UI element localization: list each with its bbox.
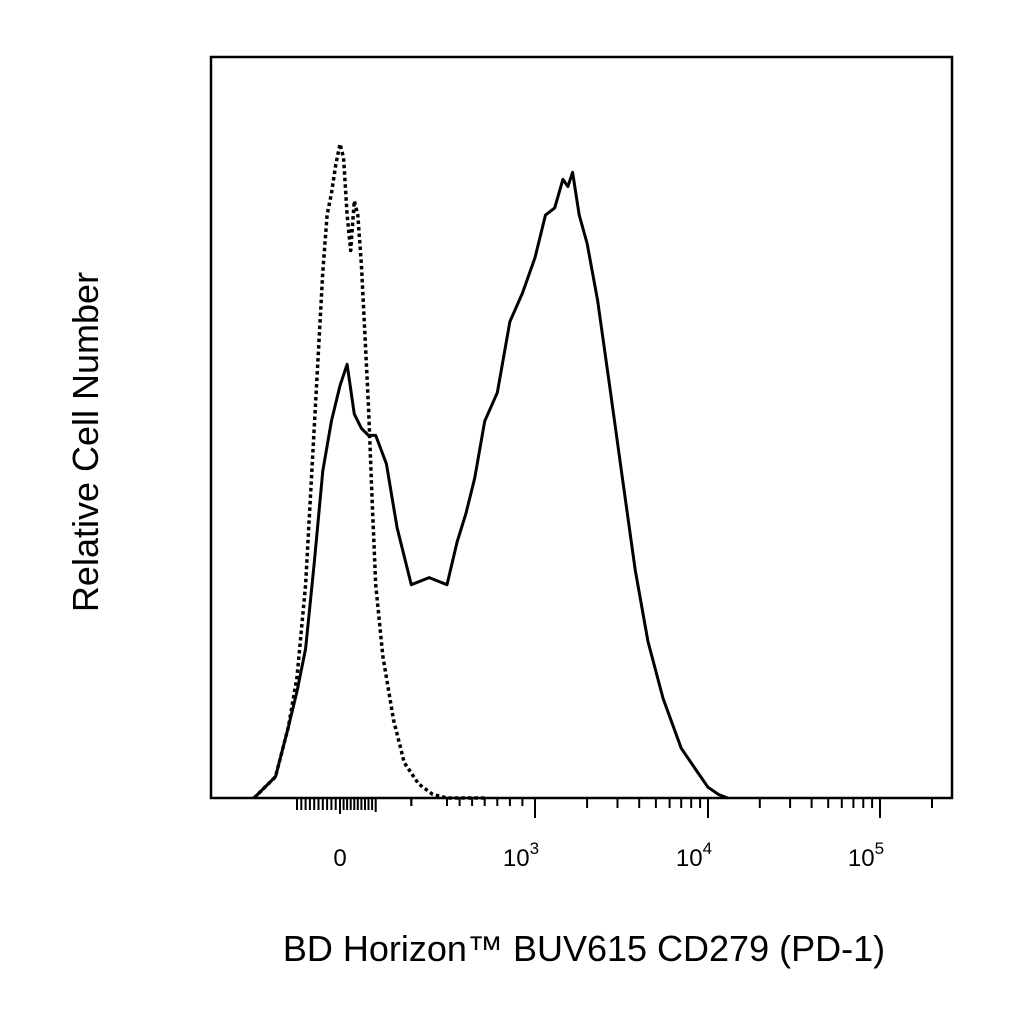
x-tick-label: 105 <box>848 839 884 872</box>
plot-frame <box>209 55 954 800</box>
series-line-solid <box>252 170 729 800</box>
series-line-dotted <box>252 142 485 800</box>
x-tick-labels: 0 103 104 105 <box>333 839 884 872</box>
x-axis-title: BD Horizon™ BUV615 CD279 (PD-1) <box>283 928 885 969</box>
x-tick-label: 103 <box>503 839 539 872</box>
x-minor-ticks <box>296 798 933 818</box>
x-tick-label: 0 <box>333 845 346 872</box>
y-axis-title: Relative Cell Number <box>65 272 106 612</box>
series-layer <box>252 142 729 800</box>
x-tick-label: 104 <box>676 839 712 872</box>
